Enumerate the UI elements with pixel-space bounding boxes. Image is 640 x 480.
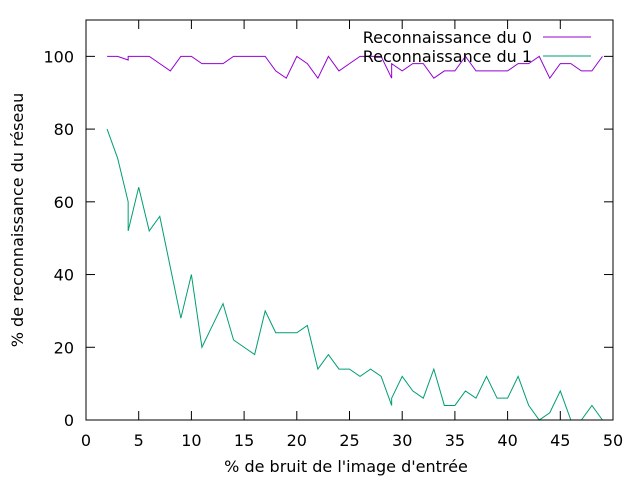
y-tick-label: 20: [54, 338, 74, 357]
x-tick-label: 10: [181, 431, 201, 450]
x-tick-label: 25: [339, 431, 359, 450]
legend-label-1: Reconnaissance du 1: [363, 47, 532, 66]
series-lines: [106, 55, 603, 421]
x-tick-label: 40: [497, 431, 517, 450]
y-tick-label: 60: [54, 193, 74, 212]
x-tick-label: 45: [550, 431, 570, 450]
x-tick-label: 35: [445, 431, 465, 450]
series-line-0: [107, 55, 603, 80]
y-tick-label: 40: [54, 266, 74, 285]
series-line-1: [106, 128, 603, 421]
tick-labels: 0 5 10 15 20 25 30 35 40 45 50 0 20 40 60 80 100: [43, 47, 623, 450]
x-tick-label: 20: [287, 431, 307, 450]
plot-frame: [85, 19, 614, 421]
x-tick-label: 50: [603, 431, 623, 450]
x-tick-label: 30: [392, 431, 412, 450]
axis-ticks: [85, 20, 614, 421]
x-tick-label: 15: [234, 431, 254, 450]
y-tick-label: 80: [54, 120, 74, 139]
y-tick-label: 100: [43, 47, 74, 66]
y-axis-label: % de reconnaissance du réseau: [8, 93, 27, 347]
legend-label-0: Reconnaissance du 0: [363, 28, 532, 47]
x-tick-label: 5: [134, 431, 144, 450]
y-tick-label: 0: [64, 411, 74, 430]
x-tick-label: 0: [81, 431, 91, 450]
x-axis-label: % de bruit de l'image d'entrée: [224, 457, 468, 476]
